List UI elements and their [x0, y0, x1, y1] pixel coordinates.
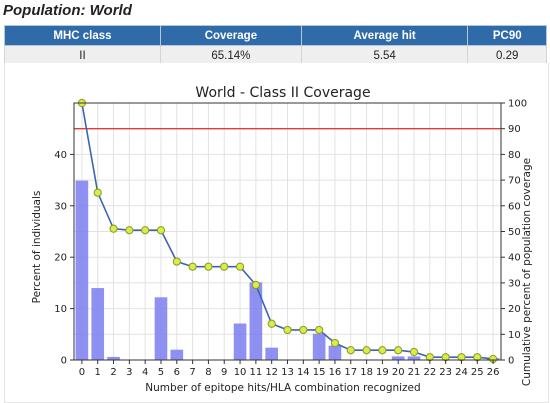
y2-tick-label: 90	[508, 124, 521, 135]
cumulative-point-11	[251, 280, 260, 290]
header-coverage: Coverage	[159, 25, 302, 46]
bar-1	[91, 288, 105, 360]
header-pc90: PC90	[467, 25, 547, 46]
y-tick-label: 10	[54, 304, 67, 315]
cumulative-point-18	[362, 346, 371, 355]
x-tick-label: 14	[297, 367, 310, 378]
bar-16	[328, 345, 342, 360]
x-tick-label: 3	[126, 367, 132, 378]
cumulative-point-12	[267, 319, 276, 328]
cumulative-point-9	[220, 262, 229, 271]
header-average-hit: Average hit	[300, 25, 469, 46]
x-tick-label: 24	[455, 367, 468, 378]
x-tick-label: 19	[376, 367, 389, 378]
cumulative-point-17	[346, 346, 355, 355]
cumulative-point-8	[204, 262, 213, 271]
x-axis-label: Number of epitope hits/HLA combination r…	[145, 382, 420, 394]
x-tick-label: 1	[95, 367, 101, 378]
cumulative-point-16	[330, 338, 340, 348]
x-tick-label: 22	[423, 367, 436, 378]
y2-tick-label: 20	[508, 304, 521, 315]
x-tick-label: 23	[439, 367, 452, 378]
cumulative-point-5	[156, 226, 166, 235]
axes-layer: 0 1 2 3 4 5 6 7 8 9 10 11 12 13 14 15 16 17 18 19 20 21 22 23 24…	[54, 99, 527, 379]
coverage-chart: 0 1 2 3 4 5 6 7 8 9 10 11 12 13 14 15 16 17 18 19 20 21 22 23 24…	[31, 85, 533, 394]
y-tick-label: 20	[54, 253, 67, 264]
chart-title: World - Class II Coverage	[195, 85, 370, 101]
cumulative-point-4	[141, 226, 150, 235]
grid-layer	[74, 102, 501, 361]
cumulative-point-1	[93, 188, 102, 197]
bar-10	[233, 323, 247, 360]
y2-tick-label: 80	[508, 150, 521, 161]
x-tick-label: 12	[265, 367, 278, 378]
x-tick-label: 11	[250, 367, 263, 378]
y-tick-label: 30	[54, 201, 67, 212]
cumulative-point-14	[299, 325, 308, 335]
bar-2	[107, 356, 120, 360]
y2-tick-label: 40	[508, 253, 521, 264]
coverage-chart-panel: 0 1 2 3 4 5 6 7 8 9 10 11 12 13 14 15 16 17 18 19 20 21 22 23 24…	[4, 63, 549, 403]
bar-5	[154, 297, 168, 360]
x-tick-label: 4	[142, 367, 148, 378]
coverage-summary-table: MHC class Coverage Average hit PC90 II 6…	[4, 25, 547, 67]
y-tick-label: 0	[61, 356, 67, 367]
bar-12	[265, 347, 279, 360]
y-tick-label: 40	[54, 150, 67, 161]
y2-tick-label: 70	[508, 176, 521, 187]
x-tick-label: 6	[174, 367, 180, 378]
cumulative-point-20	[394, 346, 403, 355]
x-tick-label: 26	[487, 367, 500, 378]
bar-0	[75, 180, 89, 360]
cumulative-point-13	[283, 325, 292, 335]
x-tick-label: 5	[158, 367, 164, 378]
x-tick-label: 13	[281, 367, 294, 378]
y2-tick-label: 50	[508, 227, 521, 238]
cumulative-point-19	[378, 346, 387, 355]
summary-header-row: MHC class Coverage Average hit PC90	[4, 25, 547, 46]
cumulative-point-21	[409, 347, 419, 357]
y-axis-label: Percent of individuals	[31, 191, 43, 304]
bar-11	[249, 282, 263, 360]
y2-tick-label: 100	[508, 99, 527, 110]
x-tick-label: 20	[392, 367, 405, 378]
y2-tick-label: 0	[508, 356, 514, 367]
x-tick-label: 2	[110, 367, 116, 378]
y2-tick-label: 10	[508, 330, 521, 341]
x-tick-label: 17	[344, 367, 357, 378]
x-tick-label: 16	[329, 367, 342, 378]
cell-mhc-class: II	[4, 45, 161, 67]
x-tick-label: 0	[79, 367, 85, 378]
x-tick-label: 18	[360, 367, 373, 378]
x-tick-label: 8	[205, 367, 211, 378]
population-title: Population: World	[3, 2, 132, 19]
line-layer	[77, 98, 498, 364]
x-tick-label: 25	[471, 367, 484, 378]
y2-tick-label: 30	[508, 278, 521, 289]
x-tick-label: 9	[221, 367, 227, 378]
bar-20	[391, 356, 405, 360]
cumulative-point-6	[172, 257, 181, 266]
bar-21	[407, 356, 421, 360]
cumulative-point-3	[125, 226, 134, 235]
cumulative-point-15	[315, 325, 324, 335]
x-tick-label: 7	[189, 367, 195, 378]
cell-coverage: 65.14%	[159, 45, 302, 67]
y2-tick-label: 60	[508, 201, 521, 212]
y2-axis-label: Cumulative percent of population coverag…	[521, 158, 533, 386]
cumulative-point-2	[109, 224, 118, 233]
bar-15	[312, 333, 326, 360]
cumulative-point-7	[188, 262, 197, 271]
x-tick-label: 10	[234, 367, 247, 378]
bar-6	[170, 349, 184, 360]
x-tick-label: 21	[408, 367, 421, 378]
x-tick-label: 15	[313, 367, 326, 378]
header-mhc-class: MHC class	[4, 25, 161, 46]
cumulative-point-10	[235, 262, 245, 271]
